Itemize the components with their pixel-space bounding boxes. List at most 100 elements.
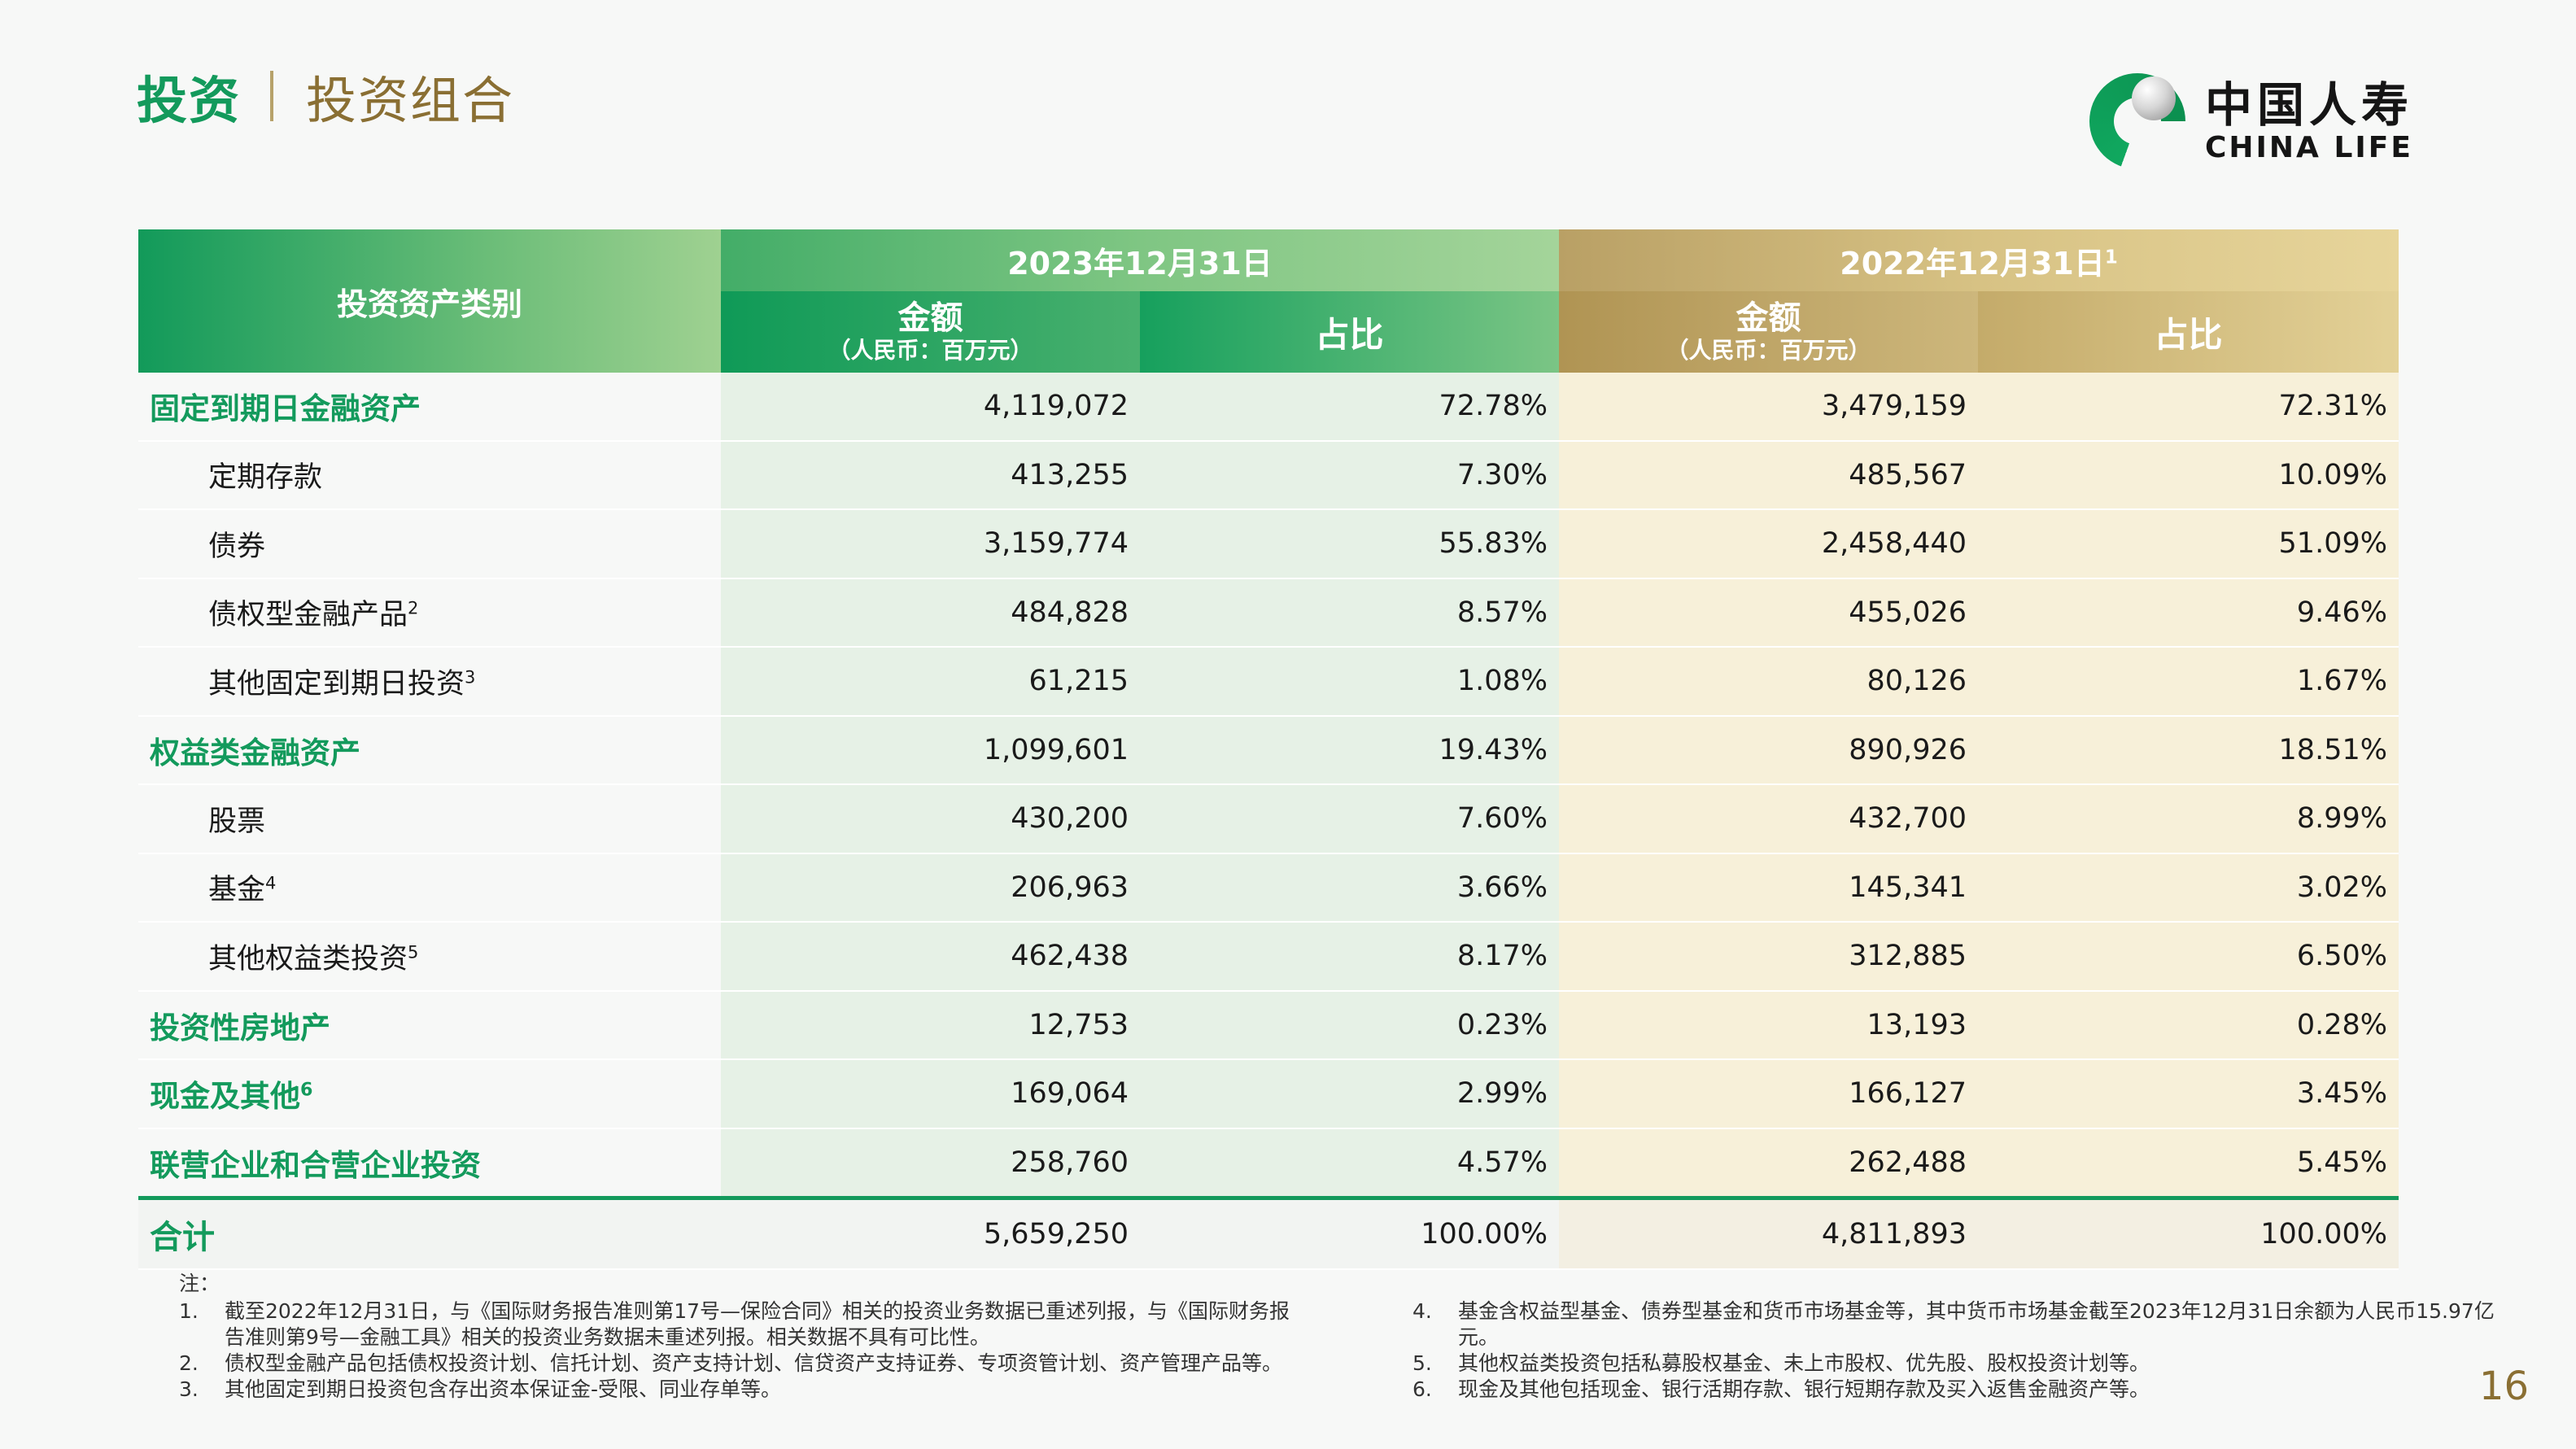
pct-2022-cell: 10.09% [1978, 440, 2399, 510]
footnote-number: 4. [1412, 1299, 1432, 1323]
row-category: 投资性房地产 [138, 990, 721, 1060]
row-label: 定期存款 [208, 461, 323, 495]
row-label: 基金 [208, 874, 266, 907]
amount-2022-cell: 3,479,159 [1559, 373, 1978, 442]
logo-text-cn: 中国人寿 [2204, 77, 2413, 133]
total-amount-2023: 5,659,250 [721, 1196, 1140, 1270]
row-category: 债权型金融产品2 [138, 578, 721, 648]
amount-2022-cell: 80,126 [1559, 647, 1978, 717]
pct-2023-cell: 8.17% [1140, 922, 1559, 992]
table-row: 投资性房地产 12,753 0.23% 13,193 0.28% [138, 990, 2399, 1060]
amount-2023-cell: 258,760 [721, 1128, 1140, 1199]
total-pct-2022: 100.00% [1978, 1196, 2399, 1270]
total-amount-2022: 4,811,893 [1559, 1196, 1978, 1270]
pct-2022-cell: 8.99% [1978, 784, 2399, 854]
footnote-text: 债权型金融产品包括债权投资计划、信托计划、资产支持计划、信贷资产支持证券、专项资… [225, 1351, 1283, 1375]
table-row: 权益类金融资产 1,099,601 19.43% 890,926 18.51% [138, 715, 2399, 785]
table-row: 基金4 206,963 3.66% 145,341 3.02% [138, 853, 2399, 923]
amount-unit: （人民币：百万元） [1666, 337, 1871, 364]
title-divider [270, 71, 274, 121]
footnote-number: 6. [1412, 1377, 1432, 1401]
row-label: 其他权益类投资 [208, 942, 408, 975]
pct-2022-cell: 3.45% [1978, 1059, 2399, 1129]
page-number: 16 [2478, 1364, 2529, 1409]
amount-2022-cell: 890,926 [1559, 715, 1978, 785]
pct-2023-cell: 1.08% [1140, 647, 1559, 717]
footnote-text: 其他固定到期日投资包含存出资本保证金-受限、同业存单等。 [225, 1377, 782, 1401]
amount-2023-cell: 61,215 [721, 647, 1140, 717]
pct-2022-cell: 18.51% [1978, 715, 2399, 785]
footnote-number: 3. [179, 1377, 199, 1401]
total-label: 合计 [138, 1196, 721, 1270]
footnote-text: 现金及其他包括现金、银行活期存款、银行短期存款及买入返售金融资产等。 [1458, 1377, 2150, 1401]
header-period-2022: 2022年12月31日1 [1559, 229, 2399, 291]
title-sub: 投资组合 [306, 71, 515, 130]
row-label: 债权型金融产品 [208, 599, 408, 632]
amount-2023-cell: 206,963 [721, 853, 1140, 923]
amount-unit: （人民币：百万元） [827, 337, 1033, 364]
row-category: 基金4 [138, 853, 721, 923]
amount-label: 金额 [1736, 299, 1801, 337]
row-category: 其他固定到期日投资3 [138, 647, 721, 717]
row-label: 联营企业和合营企业投资 [150, 1147, 481, 1183]
amount-2022-cell: 312,885 [1559, 922, 1978, 992]
row-category: 现金及其他6 [138, 1059, 721, 1129]
row-category: 权益类金融资产 [138, 715, 721, 785]
amount-2022-cell: 485,567 [1559, 440, 1978, 510]
footnote-number: 2. [179, 1351, 199, 1375]
footnote-ref: 2 [408, 598, 419, 618]
footnote-item: 2. 债权型金融产品包括债权投资计划、信托计划、资产支持计划、信贷资产支持证券、专… [179, 1351, 1290, 1377]
header-pct-2023: 占比 [1140, 291, 1559, 373]
logo-mark-icon [2089, 73, 2185, 169]
table-row: 股票 430,200 7.60% 432,700 8.99% [138, 784, 2399, 854]
row-label: 现金及其他 [150, 1079, 300, 1115]
footnote-item: 6. 现金及其他包括现金、银行活期存款、银行短期存款及买入返售金融资产等。 [1412, 1377, 2524, 1403]
footnote-item: 1. 截至2022年12月31日，与《国际财务报告准则第17号—保险合同》相关的投… [179, 1298, 1290, 1351]
pct-2022-cell: 72.31% [1978, 373, 2399, 442]
total-pct-2023: 100.00% [1140, 1196, 1559, 1270]
footnote-number: 5. [1412, 1351, 1432, 1375]
row-category: 股票 [138, 784, 721, 854]
row-category: 固定到期日金融资产 [138, 373, 721, 442]
amount-2022-cell: 166,127 [1559, 1059, 1978, 1129]
row-category: 联营企业和合营企业投资 [138, 1128, 721, 1199]
row-label: 固定到期日金融资产 [150, 391, 421, 427]
header-amount-2023: 金额 （人民币：百万元） [721, 291, 1140, 373]
footnote-number: 1. [179, 1299, 199, 1323]
pct-2023-cell: 55.83% [1140, 509, 1559, 579]
pct-2023-cell: 8.57% [1140, 578, 1559, 648]
pct-2023-cell: 7.30% [1140, 440, 1559, 510]
pct-2022-cell: 0.28% [1978, 990, 2399, 1060]
table-total-row: 合计 5,659,250 100.00% 4,811,893 100.00% [138, 1196, 2399, 1270]
footnote-text: 基金含权益型基金、债券型基金和货币市场基金等，其中货币市场基金截至2023年12… [1458, 1299, 2495, 1349]
investment-portfolio-table: 投资资产类别 2023年12月31日 2022年12月31日1 金额 （人民币：… [138, 229, 2399, 1270]
amount-2023-cell: 430,200 [721, 784, 1140, 854]
footnote-item: 4. 基金含权益型基金、债券型基金和货币市场基金等，其中货币市场基金截至2023年… [1412, 1298, 2524, 1351]
footnote-ref: 4 [265, 873, 277, 893]
pct-2023-cell: 7.60% [1140, 784, 1559, 854]
amount-2022-cell: 455,026 [1559, 578, 1978, 648]
header-period-2023: 2023年12月31日 [721, 229, 1559, 291]
header-period-2022-footnote: 1 [2104, 246, 2118, 268]
row-label: 投资性房地产 [150, 1010, 330, 1045]
row-label: 其他固定到期日投资 [208, 667, 465, 700]
footnote-item: 5. 其他权益类投资包括私募股权基金、未上市股权、优先股、股权投资计划等。 [1412, 1351, 2524, 1377]
amount-2023-cell: 4,119,072 [721, 373, 1140, 442]
footnotes-label: 注： [179, 1272, 220, 1295]
table-row: 定期存款 413,255 7.30% 485,567 10.09% [138, 440, 2399, 510]
page-title: 投资 投资组合 [137, 63, 514, 130]
pct-2023-cell: 3.66% [1140, 853, 1559, 923]
pct-2022-cell: 6.50% [1978, 922, 2399, 992]
title-main: 投资 [137, 71, 242, 130]
amount-label: 金额 [897, 299, 963, 337]
pct-2022-cell: 5.45% [1978, 1128, 2399, 1199]
table-row: 联营企业和合营企业投资 258,760 4.57% 262,488 5.45% [138, 1128, 2399, 1199]
amount-2022-cell: 432,700 [1559, 784, 1978, 854]
china-life-logo: 中国人寿 CHINA LIFE [2089, 73, 2413, 169]
amount-2022-cell: 145,341 [1559, 853, 1978, 923]
amount-2023-cell: 462,438 [721, 922, 1140, 992]
amount-2022-cell: 2,458,440 [1559, 509, 1978, 579]
header-pct-2022: 占比 [1978, 291, 2399, 373]
pct-2022-cell: 9.46% [1978, 578, 2399, 648]
table-row: 其他权益类投资5 462,438 8.17% 312,885 6.50% [138, 922, 2399, 992]
